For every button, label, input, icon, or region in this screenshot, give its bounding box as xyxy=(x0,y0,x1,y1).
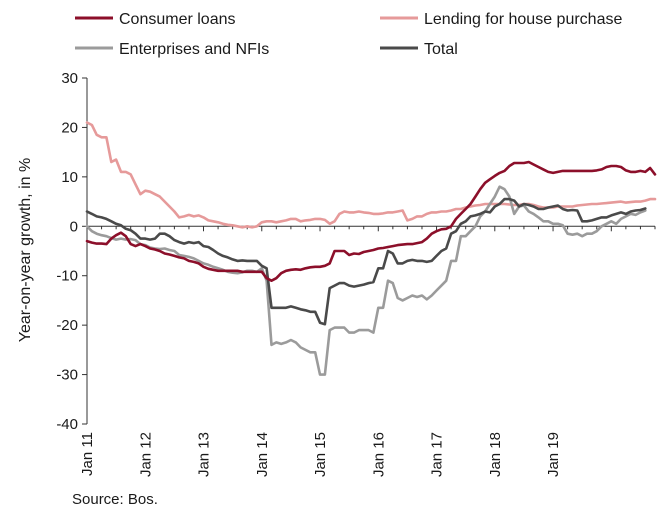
y-tick-label: 10 xyxy=(61,169,78,186)
x-tick-label: Jan 11 xyxy=(79,432,96,476)
legend-label: Lending for house purchase xyxy=(424,11,622,28)
x-tick-label: Jan 15 xyxy=(312,432,329,477)
y-tick-label: -30 xyxy=(56,367,78,384)
y-tick-label: -10 xyxy=(56,268,78,285)
source-note: Source: Bos. xyxy=(72,491,158,508)
plot-lines xyxy=(85,121,657,376)
y-axis-title: Year-on-year growth, in % xyxy=(17,158,34,342)
x-tick-label: Jan 12 xyxy=(137,432,154,477)
legend-label: Total xyxy=(424,41,458,58)
series-line-consumer-loans xyxy=(85,160,657,283)
x-tick-label: Jan 18 xyxy=(487,432,504,477)
legend-label: Enterprises and NFIs xyxy=(119,41,269,58)
x-axis: Jan 11 Jan 12 Jan 13 Jan 14 Jan 15 Jan 16 Jan … xyxy=(79,225,656,477)
y-axis: 30 20 10 0 -10 -20 -30 -40 xyxy=(56,70,88,433)
y-tick-label: 30 xyxy=(61,70,78,87)
x-tick-label: Jan 17 xyxy=(429,432,446,477)
y-tick-label: 20 xyxy=(61,119,78,136)
x-tick-label: Jan 13 xyxy=(196,432,213,477)
series-line-enterprises-and-nfis xyxy=(85,185,647,376)
series-line-total xyxy=(85,197,647,326)
y-tick-label: -20 xyxy=(56,317,78,334)
x-tick-label: Jan 19 xyxy=(545,432,562,477)
x-tick-label: Jan 16 xyxy=(370,432,387,477)
y-tick-label: 0 xyxy=(70,218,78,235)
legend: Consumer loans Lending for house purchase… xyxy=(75,11,622,58)
x-tick-label: Jan 14 xyxy=(254,432,271,477)
legend-label: Consumer loans xyxy=(119,11,236,28)
y-tick-label: -40 xyxy=(56,416,78,433)
